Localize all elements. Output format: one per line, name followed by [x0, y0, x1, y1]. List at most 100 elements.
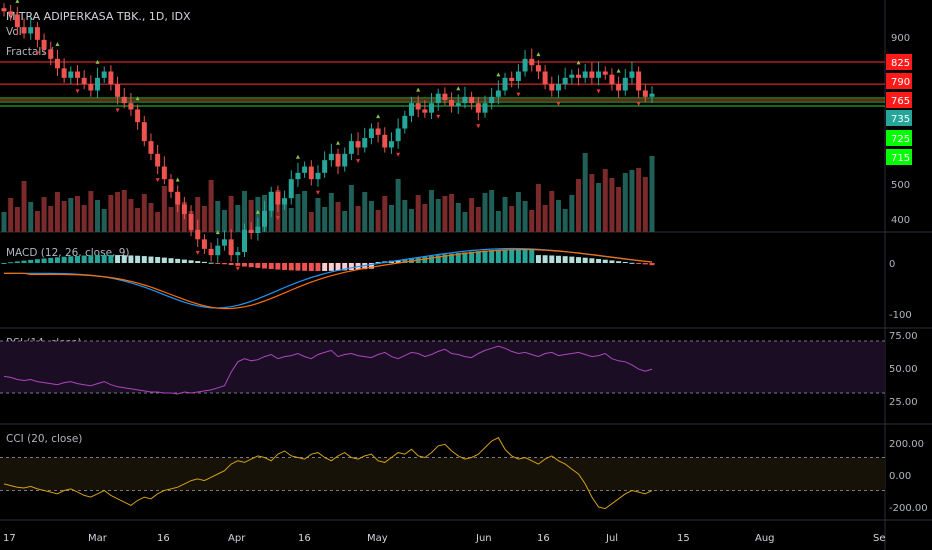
fractal-up-marker	[15, 0, 20, 3]
volume-bar	[555, 200, 561, 232]
macd-histogram-bar	[442, 254, 448, 263]
volume-bar	[596, 183, 602, 232]
volume-bar	[475, 207, 481, 232]
volume-bar	[135, 208, 141, 232]
volume-bar	[128, 199, 134, 232]
candle-body	[622, 77, 628, 91]
candle-body	[649, 93, 655, 97]
macd-histogram-bar	[175, 258, 181, 263]
volume-bar	[582, 153, 588, 232]
macd-histogram-bar	[649, 263, 655, 266]
candle-body	[602, 71, 608, 75]
candle-body	[128, 103, 134, 110]
candle-body	[589, 71, 595, 78]
volume-bar	[469, 198, 475, 232]
volume-bar	[342, 211, 348, 232]
fractal-up-marker	[55, 41, 60, 46]
rsi-pane	[0, 340, 885, 395]
macd-histogram-bar	[188, 260, 194, 263]
fractal-down-marker	[596, 89, 601, 94]
fractal-down-marker	[356, 159, 361, 164]
price-level-tag	[886, 130, 912, 146]
candle-body	[14, 14, 20, 28]
volume-bar	[208, 180, 214, 232]
candle-body	[342, 153, 348, 167]
macd-histogram-bar	[429, 256, 435, 263]
macd-histogram-bar	[248, 263, 254, 268]
macd-histogram-bar	[302, 263, 308, 271]
macd-histogram-bar	[108, 255, 114, 263]
candle-body	[535, 65, 541, 72]
volume-bar	[636, 168, 642, 232]
macd-histogram-bar	[449, 253, 455, 263]
fractal-down-marker	[195, 250, 200, 255]
macd-histogram-bar	[282, 263, 288, 270]
macd-histogram-bar	[555, 255, 561, 263]
macd-histogram-bar	[95, 255, 101, 263]
candle-body	[449, 100, 455, 107]
macd-histogram-bar	[322, 263, 328, 271]
volume-bar	[429, 190, 435, 232]
volume-bar	[95, 200, 101, 232]
macd-histogram-bar	[14, 261, 20, 263]
macd-histogram-bar	[475, 251, 481, 263]
macd-pane	[1, 247, 655, 310]
macd-histogram-bar	[81, 255, 87, 263]
candle-body	[121, 96, 127, 104]
volume-bar	[515, 192, 521, 232]
candle-body	[469, 96, 475, 104]
macd-histogram-bar	[549, 255, 555, 263]
time-tick-label: May	[367, 533, 388, 544]
fractal-down-marker	[396, 152, 401, 157]
volume-bar	[435, 199, 441, 232]
volume-bar	[622, 173, 628, 232]
candle-body	[1, 8, 7, 12]
candle-body	[175, 191, 181, 205]
volume-bar	[28, 202, 34, 232]
volume-bar	[562, 209, 568, 232]
fractal-up-marker	[616, 68, 621, 73]
volume-bar	[288, 208, 294, 232]
candle-body	[415, 103, 421, 110]
candle-body	[141, 122, 147, 142]
macd-histogram-bar	[255, 263, 261, 268]
fractal-up-marker	[536, 52, 541, 57]
macd-histogram-bar	[522, 249, 528, 263]
candle-body	[282, 198, 288, 205]
volume-bar	[529, 210, 535, 232]
time-tick-label: Apr	[228, 533, 246, 544]
rsi-band	[0, 341, 885, 393]
macd-histogram-bar	[28, 259, 34, 263]
candle-body	[215, 245, 221, 256]
cci-label: CCI (20, close)	[6, 433, 83, 445]
candle-body	[515, 71, 521, 81]
candle-body	[555, 84, 561, 91]
cci-band	[0, 457, 885, 491]
macd-histogram-bar	[121, 255, 127, 263]
candle-body	[288, 179, 294, 199]
macd-histogram-bar	[629, 262, 635, 264]
candle-body	[208, 248, 214, 256]
volume-bar	[388, 205, 394, 232]
price-level-tag	[886, 73, 912, 89]
candle-body	[235, 252, 241, 256]
volume-bar	[482, 193, 488, 232]
candle-body	[48, 49, 54, 59]
macd-histogram-bar	[489, 250, 495, 263]
candle-body	[596, 71, 602, 78]
macd-histogram-bar	[295, 263, 301, 271]
candle-body	[262, 210, 268, 227]
candle-body	[241, 229, 247, 252]
candle-body	[188, 214, 194, 230]
macd-tick-label: 0	[889, 259, 895, 270]
time-tick-label: Mar	[88, 533, 108, 544]
price-tick-label: 900	[891, 33, 910, 44]
fractal-up-marker	[295, 154, 300, 159]
volume-bar	[121, 190, 127, 232]
candle-body	[455, 103, 461, 107]
candle-body	[582, 71, 588, 78]
fractal-up-marker	[416, 87, 421, 92]
volume-bar	[108, 195, 114, 232]
time-tick-label: Jul	[605, 533, 618, 544]
